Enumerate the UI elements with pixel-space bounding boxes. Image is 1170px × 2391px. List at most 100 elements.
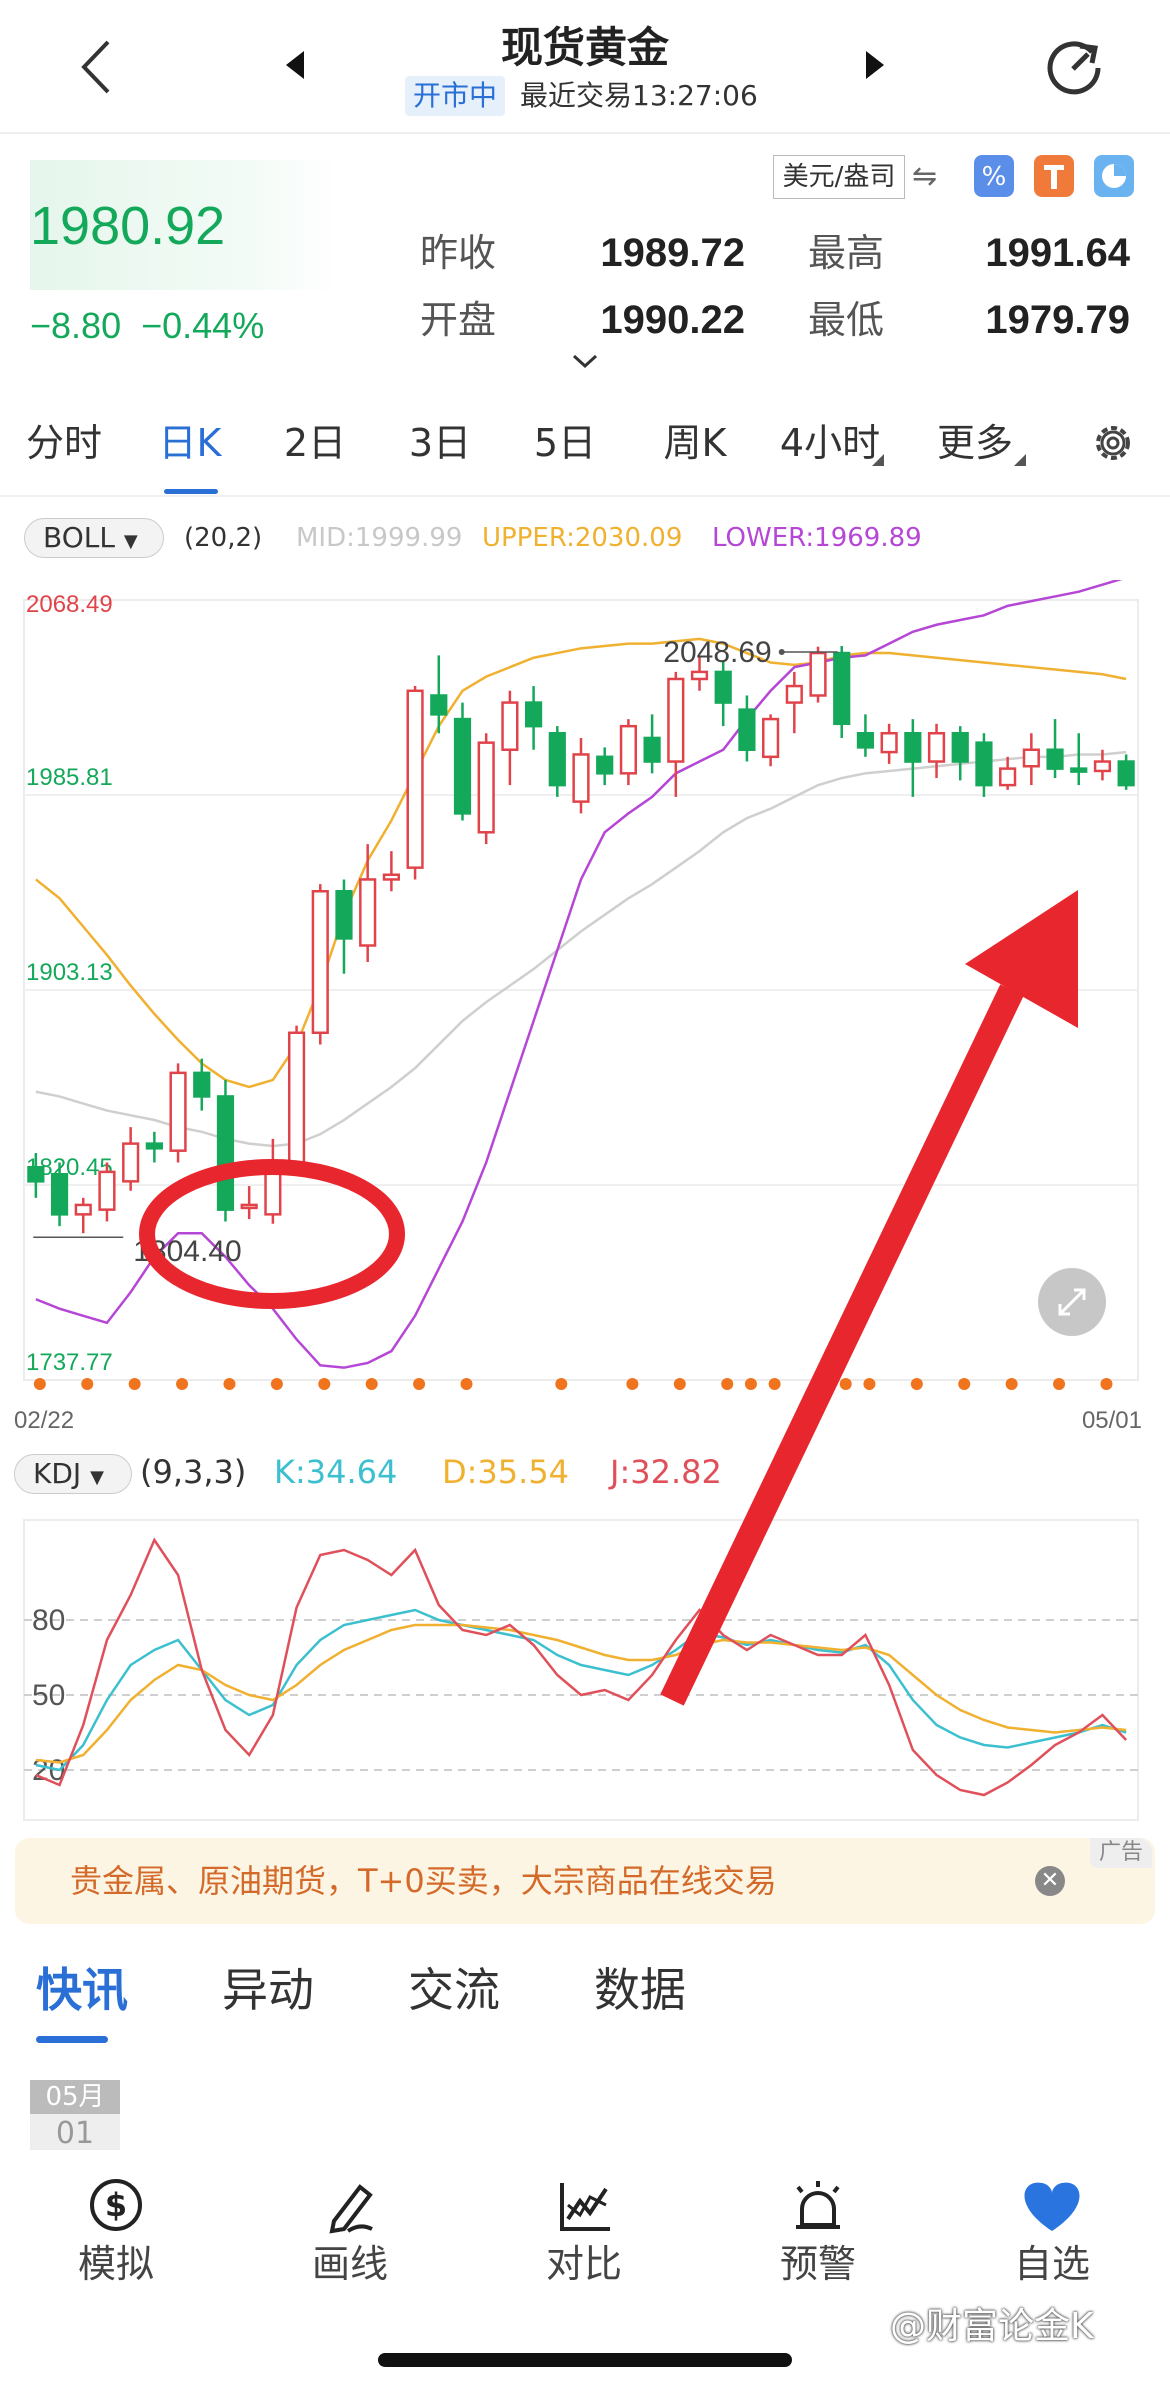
candle-body[interactable] [1117, 760, 1135, 787]
tab-period-4[interactable]: 5日 [533, 421, 597, 465]
info-tool-icon[interactable] [1034, 155, 1074, 197]
ad-banner[interactable] [15, 1838, 1155, 1924]
candle-body[interactable] [548, 731, 566, 787]
candle-body[interactable] [382, 873, 400, 881]
candle-body[interactable] [193, 1071, 211, 1098]
heart-icon[interactable] [992, 2175, 1112, 2235]
event-dot[interactable] [1053, 1378, 1066, 1390]
candle-body[interactable] [98, 1170, 116, 1211]
candle-body[interactable] [216, 1095, 235, 1211]
candle-body[interactable] [74, 1203, 92, 1216]
candle-body[interactable] [1046, 748, 1064, 770]
candle-body[interactable] [145, 1142, 163, 1150]
nav-label-compare[interactable]: 对比 [545, 2242, 622, 2286]
tab-news-flash[interactable]: 快讯 [36, 1963, 128, 2017]
candle-body[interactable] [335, 890, 353, 940]
candle-body[interactable] [501, 701, 519, 751]
event-dot[interactable] [958, 1378, 971, 1390]
close-icon[interactable]: ✕ [1035, 1866, 1065, 1896]
candle-body[interactable] [904, 731, 922, 763]
candle-body[interactable] [27, 1165, 45, 1183]
event-dot[interactable] [721, 1378, 734, 1390]
tab-data[interactable]: 数据 [594, 1963, 686, 2017]
candle-body[interactable] [762, 717, 780, 759]
event-dot[interactable] [176, 1378, 189, 1390]
candle-body[interactable] [714, 670, 732, 704]
candle-body[interactable] [1022, 748, 1040, 768]
nav-label-draw[interactable]: 画线 [311, 2242, 388, 2286]
candle-body[interactable] [430, 694, 448, 716]
swap-unit-icon[interactable]: ⇋ [912, 159, 938, 194]
candle-body[interactable] [572, 753, 590, 803]
prev-instrument-button[interactable] [280, 45, 310, 85]
candle-body[interactable] [477, 741, 495, 834]
back-button[interactable] [70, 32, 130, 102]
event-dot[interactable] [33, 1378, 46, 1390]
event-dot[interactable] [555, 1378, 568, 1390]
compare-chart-icon[interactable] [524, 2175, 644, 2235]
candle-body[interactable] [880, 731, 898, 754]
nav-label-simulate[interactable]: 模拟 [77, 2242, 154, 2286]
event-dot[interactable] [318, 1378, 331, 1390]
candle-body[interactable] [240, 1203, 258, 1210]
tab-period-2[interactable]: 2日 [283, 421, 347, 465]
event-dot[interactable] [1100, 1378, 1113, 1390]
candle-body[interactable] [690, 670, 709, 681]
event-dot[interactable] [816, 1378, 829, 1390]
candle-body[interactable] [951, 731, 969, 763]
percent-tool-icon[interactable]: % [974, 155, 1014, 197]
tab-anomaly[interactable]: 异动 [222, 1963, 314, 2017]
nav-label-alert[interactable]: 预警 [779, 2242, 856, 2286]
event-dot[interactable] [413, 1378, 426, 1390]
candle-body[interactable] [50, 1173, 69, 1216]
event-dot[interactable] [673, 1378, 686, 1390]
tab-period-0[interactable]: 分时 [25, 421, 102, 465]
tab-period-6[interactable]: 4小时 [779, 421, 881, 465]
tab-community[interactable]: 交流 [408, 1963, 500, 2017]
candle-body[interactable] [999, 767, 1017, 787]
candle-body[interactable] [311, 890, 329, 1035]
event-dot[interactable] [128, 1378, 141, 1390]
tab-period-5[interactable]: 周K [663, 421, 727, 465]
event-dot[interactable] [81, 1378, 94, 1390]
candle-body[interactable] [169, 1071, 187, 1152]
nav-label-watchlist[interactable]: 自选 [1013, 2242, 1090, 2286]
simulate-dollar-icon[interactable]: $ [56, 2175, 176, 2235]
candle-body[interactable] [809, 651, 827, 697]
boll-indicator-select[interactable]: BOLL ▼ [24, 518, 164, 558]
fullscreen-button[interactable] [1038, 1268, 1106, 1336]
event-dot[interactable] [270, 1378, 283, 1390]
event-dot[interactable] [365, 1378, 378, 1390]
candle-body[interactable] [667, 677, 685, 763]
pen-draw-icon[interactable] [290, 2175, 410, 2235]
ad-text[interactable]: 贵金属、原油期货，T+0买卖，大宗商品在线交易 [70, 1862, 777, 1900]
event-dot[interactable] [460, 1378, 473, 1390]
tab-period-1[interactable]: 日K [158, 421, 222, 465]
event-dot[interactable] [910, 1378, 923, 1390]
candle-body[interactable] [833, 651, 851, 726]
candle-body[interactable] [738, 708, 756, 751]
event-dot[interactable] [1005, 1378, 1018, 1390]
candle-body[interactable] [596, 755, 614, 775]
event-dot[interactable] [223, 1378, 236, 1390]
candle-body[interactable] [856, 731, 875, 749]
candle-body[interactable] [975, 741, 993, 787]
candle-body[interactable] [927, 731, 946, 763]
alarm-bell-icon[interactable] [758, 2175, 878, 2235]
event-dot[interactable] [839, 1378, 852, 1390]
candle-body[interactable] [453, 717, 472, 815]
kdj-indicator-select[interactable]: KDJ ▼ [14, 1454, 132, 1494]
candle-body[interactable] [524, 701, 543, 728]
event-dot[interactable] [863, 1378, 876, 1390]
candlestick-chart[interactable]: 2068.491985.811903.131820.451737.772048.… [0, 580, 1170, 1440]
candle-body[interactable] [122, 1142, 140, 1183]
candle-body[interactable] [406, 689, 424, 869]
candle-body[interactable] [643, 736, 661, 763]
event-dot[interactable] [626, 1378, 639, 1390]
chart-settings-button[interactable] [1085, 415, 1141, 471]
candle-body[interactable] [287, 1031, 306, 1164]
tab-period-7[interactable]: 更多 [936, 421, 1013, 465]
candle-body[interactable] [1093, 760, 1112, 773]
expand-quote-button[interactable] [570, 352, 600, 372]
